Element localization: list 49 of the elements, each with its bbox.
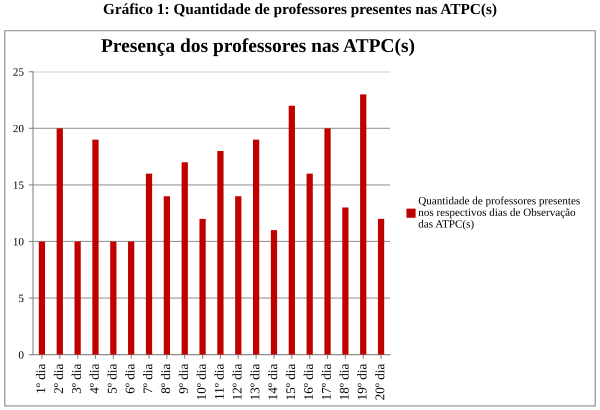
bar xyxy=(217,150,224,355)
y-tick-label: 25 xyxy=(13,68,24,76)
x-tick-label: 3º dia xyxy=(72,364,81,394)
bar xyxy=(253,140,260,355)
bar xyxy=(199,218,206,355)
y-tick-label: 15 xyxy=(14,181,24,189)
bar xyxy=(38,241,46,355)
bar xyxy=(270,230,278,355)
x-tick-label: 14º dia xyxy=(268,364,278,400)
bar xyxy=(378,218,384,355)
x-tick-label: 1º dia xyxy=(36,364,46,393)
x-tick-label: 9º dia xyxy=(178,364,188,394)
bar xyxy=(110,241,116,355)
bar xyxy=(128,241,134,355)
x-tick-label: 15º dia xyxy=(286,364,296,400)
chart-subtitle: Presença dos professores nas ATPC(s) xyxy=(101,38,414,56)
x-tick-label: 16º dia xyxy=(304,364,313,400)
x-tick-label: 13º dia xyxy=(250,364,260,400)
y-tick-label: 10 xyxy=(14,238,24,246)
chart-title: Gráfico 1: Quantidade de professores presentes nas ATPC(s) xyxy=(104,3,496,18)
x-tick-label: 10º dia xyxy=(196,364,206,400)
x-tick-label: 2º dia xyxy=(54,364,64,394)
bar xyxy=(92,140,99,355)
x-tick-label: 20º dia xyxy=(375,364,384,400)
x-tick-label: 4º dia xyxy=(89,364,99,394)
legend-label: Quantidade de professores presentes nos respectivos dias de Observação das ATPC(s) xyxy=(418,196,580,230)
bar xyxy=(182,162,188,355)
bar xyxy=(146,174,152,355)
x-tick-label: 17º dia xyxy=(322,364,331,400)
y-tick-label: 5 xyxy=(19,294,24,302)
x-tick-label: 7º dia xyxy=(143,364,152,393)
x-tick-label: 8º dia xyxy=(160,364,170,394)
bar xyxy=(74,241,81,355)
x-tick-label: 11º dia xyxy=(214,364,224,399)
bar xyxy=(306,174,313,355)
x-tick-label: 5º dia xyxy=(107,364,117,394)
y-tick-label: 20 xyxy=(13,124,24,132)
bar xyxy=(324,128,331,355)
x-tick-label: 18º dia xyxy=(339,364,349,400)
x-tick-label: 19º dia xyxy=(357,364,367,400)
bar xyxy=(288,106,295,355)
bar xyxy=(56,128,63,355)
bar xyxy=(235,196,242,355)
bar xyxy=(342,208,348,355)
x-tick-label: 12º dia xyxy=(232,364,242,400)
y-tick-label: 0 xyxy=(18,351,24,359)
x-tick-label: 6º dia xyxy=(125,364,134,394)
bar xyxy=(360,94,366,355)
bar xyxy=(164,196,170,355)
